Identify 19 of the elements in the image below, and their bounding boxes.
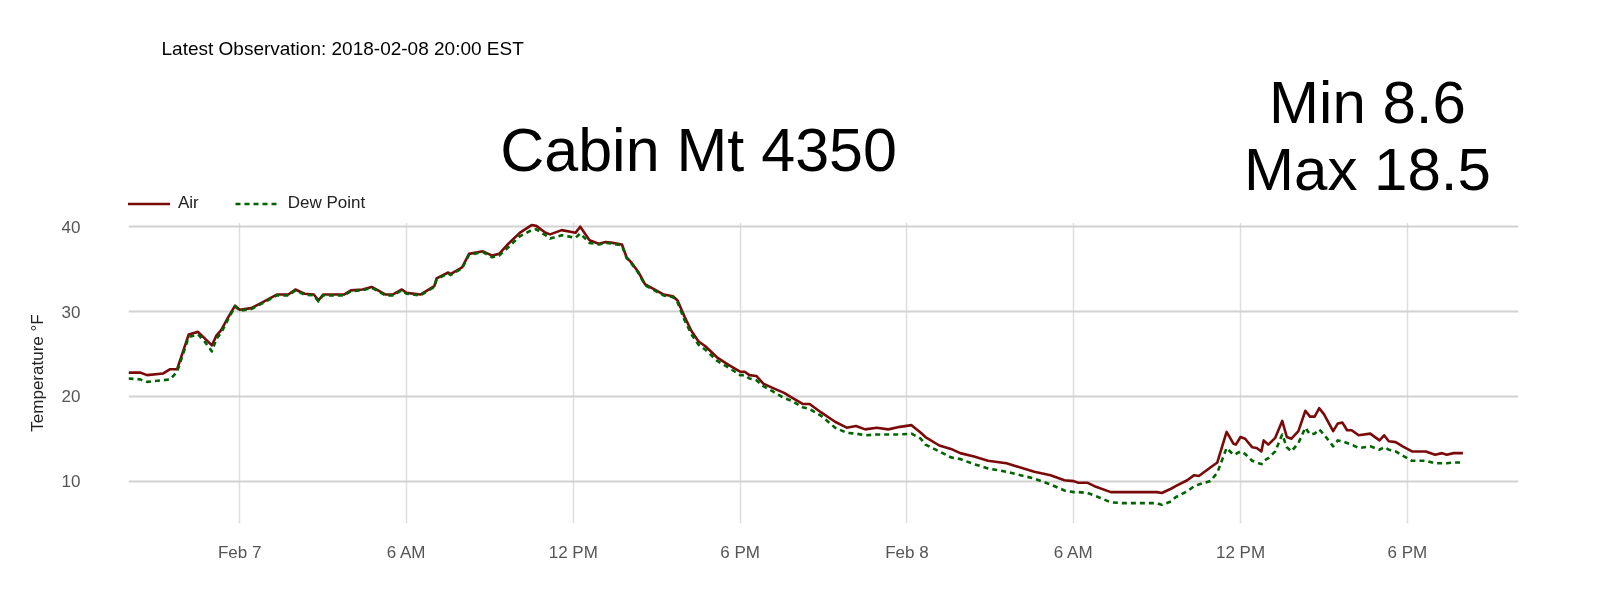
x-tick-label: 12 PM: [548, 542, 598, 562]
x-tick-label: Feb 7: [217, 542, 262, 562]
legend-label: Dew Point: [287, 193, 366, 213]
y-axis-title: Temperature °F: [27, 314, 47, 432]
legend-label: Air: [178, 193, 199, 213]
y-tick-label: 40: [61, 217, 81, 237]
x-tick-label: 6 AM: [1053, 542, 1093, 562]
text: Max 18.5: [1244, 136, 1491, 204]
x-tick-label: Feb 8: [885, 542, 929, 562]
text: Latest Observation: 2018-02-08 20:00 EST: [161, 37, 525, 59]
x-tick-label: 6 AM: [386, 542, 426, 562]
text: Min 8.6: [1269, 69, 1466, 137]
chart-title: Cabin Mt 4350: [500, 116, 897, 185]
x-tick-label: 12 PM: [1215, 542, 1266, 562]
y-tick-label: 10: [61, 472, 81, 492]
x-tick-label: 6 PM: [1387, 542, 1428, 562]
x-tick-label: 6 PM: [720, 542, 760, 562]
y-tick-label: 30: [61, 302, 81, 322]
y-tick-label: 20: [61, 387, 81, 407]
